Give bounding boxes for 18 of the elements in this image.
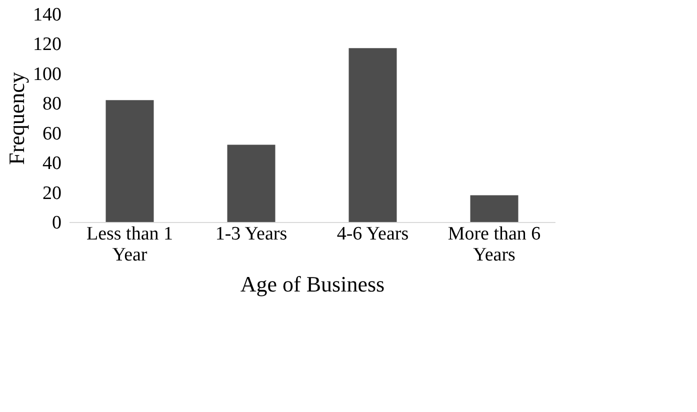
bar bbox=[470, 195, 518, 222]
bar bbox=[106, 100, 154, 222]
bar bbox=[227, 144, 276, 222]
x-tick-label: More than 6 Years bbox=[448, 224, 541, 266]
y-tick-label: 60 bbox=[42, 123, 62, 144]
x-tick-label: Less than 1 Year bbox=[86, 224, 174, 266]
y-tick-label: 120 bbox=[33, 34, 62, 56]
y-tick-label: 140 bbox=[33, 4, 62, 26]
bar bbox=[348, 48, 397, 222]
y-tick-label: 100 bbox=[33, 64, 62, 85]
x-tick-label: 1-3 Years bbox=[215, 224, 288, 244]
y-tick-label: 0 bbox=[52, 212, 62, 234]
x-axis-title: Age of Business bbox=[240, 272, 385, 296]
y-axis-title: Frequency bbox=[4, 72, 29, 165]
y-tick-label: 20 bbox=[42, 182, 62, 204]
y-tick-label: 40 bbox=[42, 153, 62, 174]
y-tick-label: 80 bbox=[42, 94, 62, 115]
x-tick-label: 4-6 Years bbox=[336, 224, 409, 244]
